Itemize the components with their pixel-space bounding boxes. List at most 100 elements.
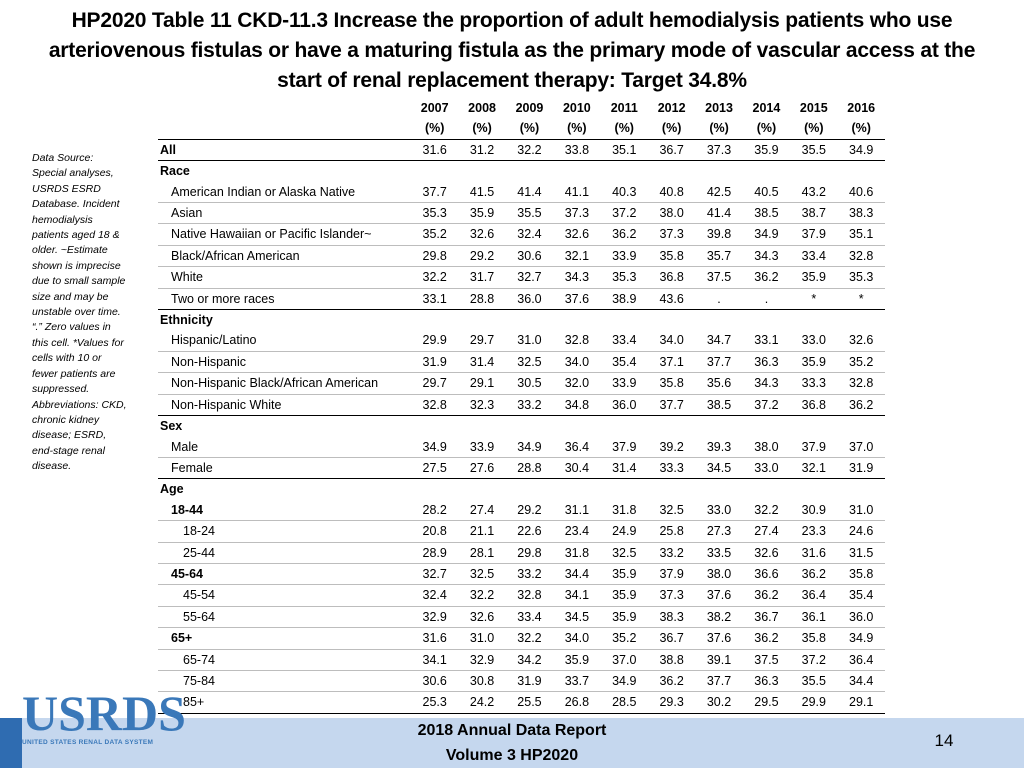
- header-row-units: (%) (%) (%) (%) (%) (%) (%) (%) (%) (%): [158, 118, 885, 140]
- header-unit: (%): [505, 118, 554, 140]
- table-row: Female 27.5 27.6 28.8 30.4 31.4 33.3 34.5 33.0 32…: [158, 457, 885, 480]
- value-cell: 33.3: [647, 457, 696, 480]
- value-cell: 34.9: [411, 436, 459, 458]
- value-cell: 31.6: [411, 139, 459, 162]
- value-cell: [695, 416, 742, 437]
- header-blank: [158, 118, 411, 140]
- table-row: Asian 35.3 35.9 35.5 37.3 37.2 38.0 41.4 38.5 38.…: [158, 202, 885, 225]
- value-cell: 32.5: [647, 499, 696, 522]
- value-cell: 36.7: [742, 606, 791, 629]
- row-label: 45-54: [158, 584, 411, 607]
- header-year: 2009: [515, 101, 544, 115]
- value-cell: [838, 161, 885, 182]
- value-cell: 38.0: [742, 436, 791, 458]
- row-label: All: [158, 139, 411, 162]
- value-cell: 29.2: [458, 245, 506, 268]
- table-row: 75-84 30.6 30.8 31.9 33.7 34.9 36.2 37.7 36.3 35.…: [158, 670, 885, 693]
- value-cell: 35.3: [837, 266, 885, 289]
- header-year: 2013: [705, 101, 733, 115]
- value-cell: 37.9: [600, 436, 648, 458]
- slide-title: HP2020 Table 11 CKD-11.3 Increase the pr…: [48, 9, 976, 92]
- value-cell: 36.3: [742, 670, 791, 693]
- value-cell: 25.5: [505, 691, 554, 714]
- value-cell: 32.6: [553, 223, 601, 246]
- value-cell: 24.6: [837, 520, 885, 543]
- header-year: 2014: [752, 101, 781, 115]
- page-number: 14: [934, 731, 954, 750]
- value-cell: 28.2: [411, 499, 459, 522]
- header-blank: [158, 98, 411, 118]
- value-cell: 34.4: [837, 670, 885, 693]
- row-label: 18-44: [158, 499, 411, 522]
- value-cell: 34.7: [695, 330, 743, 352]
- value-cell: 35.9: [790, 351, 838, 374]
- value-cell: [838, 416, 885, 437]
- value-cell: 29.7: [411, 372, 459, 395]
- row-label: Hispanic/Latino: [158, 330, 411, 352]
- value-cell: [506, 161, 553, 182]
- table-row: 45-64 32.7 32.5 33.2 34.4 35.9 37.9 38.0 36.6 36.…: [158, 563, 885, 586]
- table-row: Male 34.9 33.9 34.9 36.4 37.9 39.2 39.3 38.0 37.9…: [158, 436, 885, 458]
- value-cell: 32.3: [458, 394, 506, 417]
- table-row: Native Hawaiian or Pacific Islander~ 35.2…: [158, 223, 885, 246]
- value-cell: 35.9: [600, 606, 648, 629]
- value-cell: [506, 416, 553, 437]
- value-cell: 32.7: [505, 266, 554, 289]
- value-cell: 35.5: [505, 202, 554, 225]
- usrds-logo: USRDS UNITED STATES RENAL DATA SYSTEM: [22, 688, 192, 750]
- value-cell: 37.2: [742, 394, 791, 417]
- value-cell: [458, 479, 505, 500]
- row-label: White: [158, 266, 411, 289]
- value-cell: 39.1: [695, 649, 743, 671]
- value-cell: 31.6: [790, 542, 838, 564]
- logo-subtitle: UNITED STATES RENAL DATA SYSTEM: [22, 739, 154, 746]
- value-cell: 37.7: [695, 351, 743, 374]
- value-cell: [648, 479, 695, 500]
- footer-accent: [0, 718, 22, 768]
- value-cell: 36.7: [647, 139, 696, 162]
- value-cell: 33.1: [411, 288, 459, 311]
- row-label: 25-44: [158, 542, 411, 564]
- row-label: Black/African American: [158, 245, 411, 268]
- value-cell: [790, 310, 837, 331]
- value-cell: [458, 310, 505, 331]
- value-cell: 34.1: [553, 584, 601, 607]
- value-cell: [838, 310, 885, 331]
- value-cell: 26.8: [553, 691, 601, 714]
- value-cell: 32.2: [411, 266, 459, 289]
- table-row: American Indian or Alaska Native 37.7 41.5…: [158, 181, 885, 204]
- value-cell: 36.7: [647, 627, 696, 650]
- value-cell: 31.1: [553, 499, 601, 522]
- value-cell: 33.2: [505, 563, 554, 586]
- value-cell: 24.9: [600, 520, 648, 543]
- value-cell: [458, 416, 505, 437]
- value-cell: 29.1: [458, 372, 506, 395]
- value-cell: 29.5: [742, 691, 791, 714]
- value-cell: 35.8: [647, 245, 696, 268]
- value-cell: [411, 416, 458, 437]
- value-cell: 34.0: [553, 351, 601, 374]
- value-cell: 34.1: [411, 649, 459, 671]
- value-cell: 33.1: [742, 330, 791, 352]
- header-year: 2016: [847, 101, 876, 115]
- header-year: 2015: [799, 101, 828, 115]
- value-cell: 29.8: [411, 245, 459, 268]
- value-cell: 31.9: [837, 457, 885, 480]
- value-cell: 32.1: [790, 457, 838, 480]
- value-cell: 37.3: [647, 223, 696, 246]
- value-cell: [695, 479, 742, 500]
- value-cell: 34.0: [647, 330, 696, 352]
- value-cell: [790, 479, 837, 500]
- value-cell: 31.8: [600, 499, 648, 522]
- header-year: 2011: [610, 101, 638, 115]
- value-cell: 32.6: [837, 330, 885, 352]
- value-cell: 32.2: [505, 139, 554, 162]
- value-cell: [411, 161, 458, 182]
- value-cell: [790, 416, 837, 437]
- value-cell: 32.9: [411, 606, 459, 629]
- value-cell: [695, 161, 742, 182]
- table-row: 18-44 28.2 27.4 29.2 31.1 31.8 32.5 33.0 32.2 30.…: [158, 499, 885, 522]
- value-cell: 29.8: [505, 542, 554, 564]
- header-unit: (%): [458, 118, 506, 140]
- value-cell: 32.6: [458, 606, 506, 629]
